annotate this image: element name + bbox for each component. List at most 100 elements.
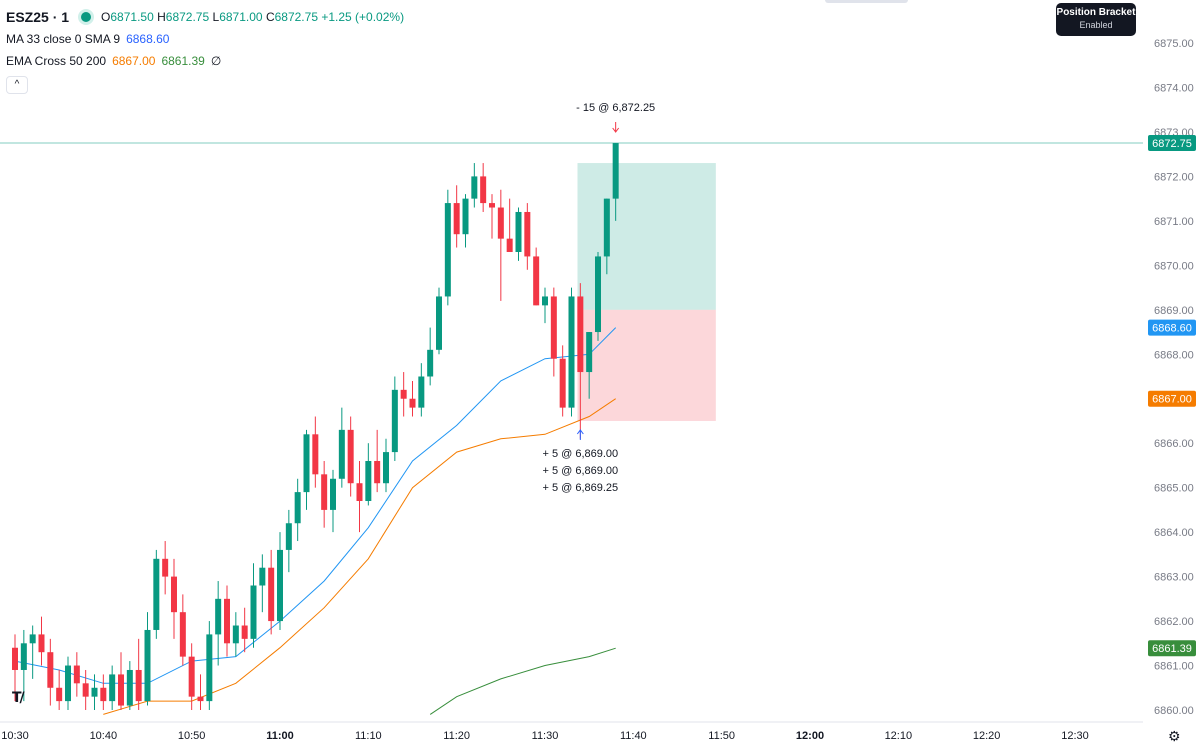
candle-body[interactable] (533, 256, 540, 306)
buy-arrow-icon[interactable] (576, 429, 584, 440)
sell-arrow-icon[interactable] (612, 122, 620, 133)
candle-body[interactable] (312, 434, 319, 475)
time-tick-label: 10:50 (178, 730, 206, 742)
symbol-title[interactable]: ESZ25 · 1 (6, 9, 70, 25)
candle-body[interactable] (171, 576, 177, 613)
candle-body[interactable] (179, 612, 186, 657)
candle-body[interactable] (215, 598, 222, 635)
candle-body[interactable] (347, 429, 354, 484)
candle-body[interactable] (153, 558, 160, 630)
candle-body[interactable] (497, 207, 504, 239)
candle-body[interactable] (568, 296, 575, 408)
candle-body[interactable] (462, 198, 469, 235)
sma9-line[interactable] (14, 327, 617, 684)
candle-body[interactable] (47, 652, 54, 688)
candle-body[interactable] (135, 669, 142, 702)
candle-body[interactable] (330, 478, 336, 510)
candle-body[interactable] (294, 492, 301, 524)
candle-body[interactable] (374, 460, 381, 484)
price-badge (1148, 390, 1196, 407)
candle-body[interactable] (436, 296, 442, 350)
ma-label: MA 33 close 0 SMA 9 (6, 32, 121, 46)
candle-body[interactable] (241, 625, 248, 639)
candle-body[interactable] (383, 452, 389, 484)
candle-body[interactable] (321, 474, 328, 510)
candle-body[interactable] (418, 376, 425, 408)
candle-body[interactable] (453, 203, 460, 235)
candle-body[interactable] (586, 332, 593, 373)
sell-order-label[interactable]: - 15 @ 6,872.25 (576, 102, 655, 114)
candle-body[interactable] (603, 198, 610, 257)
buy-order-label[interactable]: + 5 @ 6,869.25 (542, 482, 618, 494)
candle-body[interactable] (577, 296, 584, 373)
ma-indicator-row[interactable]: MA 33 close 0 SMA 9 6868.60 (6, 28, 404, 50)
ema-indicator-row[interactable]: EMA Cross 50 200 6867.00 6861.39 ∅ (6, 50, 404, 72)
candle-body[interactable] (100, 687, 107, 702)
candle-body[interactable] (73, 665, 80, 684)
collapse-legend-button[interactable]: ^ (6, 76, 28, 94)
market-status-icon[interactable] (81, 12, 92, 22)
time-tick-label: 11:50 (708, 730, 735, 742)
buy-order-label[interactable]: + 5 @ 6,869.00 (542, 465, 618, 477)
candle-body[interactable] (550, 296, 557, 359)
candle-body[interactable] (444, 203, 451, 297)
candle-body[interactable] (232, 625, 239, 644)
candle-body[interactable] (559, 358, 566, 408)
gear-icon[interactable]: ⚙ (1168, 728, 1181, 744)
price-axis[interactable]: 6875.006874.006873.006872.006871.006870.… (1148, 38, 1196, 717)
candle-body[interactable] (427, 349, 434, 377)
candle-body[interactable] (391, 389, 398, 453)
plot-area[interactable] (0, 142, 1143, 715)
candle-body[interactable] (303, 434, 310, 493)
top-drag-handle[interactable] (825, 0, 908, 3)
buy-order-label[interactable]: + 5 @ 6,869.00 (542, 448, 618, 460)
candle-body[interactable] (480, 176, 487, 204)
price-tick-label: 6872.00 (1154, 171, 1194, 183)
price-tick-label: 6871.00 (1154, 216, 1194, 228)
low-key: L (212, 10, 220, 24)
candle-body[interactable] (126, 669, 133, 706)
candle-body[interactable] (20, 643, 27, 670)
ema200-line[interactable] (429, 647, 616, 715)
candle-body[interactable] (471, 176, 478, 199)
candle-body[interactable] (365, 460, 372, 502)
candle-body[interactable] (489, 203, 495, 208)
candle-body[interactable] (29, 634, 36, 644)
candle-body[interactable] (506, 238, 513, 252)
candle-body[interactable] (224, 598, 230, 644)
candle-body[interactable] (285, 523, 292, 550)
candle-body[interactable] (197, 696, 204, 702)
position-bracket-badge[interactable]: Position Bracket Enabled (1056, 3, 1136, 36)
candle-body[interactable] (542, 296, 548, 306)
candle-body[interactable] (65, 665, 71, 702)
candle-body[interactable] (612, 143, 619, 199)
candle-body[interactable] (259, 567, 266, 586)
candle-body[interactable] (595, 256, 601, 333)
candle-body[interactable] (515, 211, 522, 252)
ema-value-50: 6867.00 (112, 54, 156, 68)
time-axis[interactable]: 10:30 10:40 10:50 11:00 11:10 11:20 11:30 11:40… (1, 730, 1089, 742)
candle-body[interactable] (277, 549, 283, 622)
candle-body[interactable] (56, 687, 63, 702)
candle-body[interactable] (356, 483, 363, 502)
ma-value: 6868.60 (126, 32, 170, 46)
candle-body[interactable] (188, 656, 195, 697)
candle-body[interactable] (338, 429, 345, 479)
tradingview-logo-icon[interactable]: T/ (12, 690, 25, 706)
candle-body[interactable] (91, 687, 98, 697)
candle-body[interactable] (144, 629, 151, 702)
candle-body[interactable] (38, 634, 45, 653)
candle-body[interactable] (400, 389, 407, 399)
candle-body[interactable] (109, 674, 116, 702)
candle-body[interactable] (162, 558, 169, 577)
candle-body[interactable] (268, 567, 275, 622)
price-tick-label: 6868.00 (1154, 349, 1194, 361)
candle-body[interactable] (12, 647, 18, 670)
candle-body[interactable] (524, 211, 531, 257)
candle-body[interactable] (250, 585, 257, 639)
candle-body[interactable] (82, 683, 89, 697)
candle-body[interactable] (118, 674, 124, 706)
candle-body[interactable] (409, 398, 416, 408)
candle-body[interactable] (206, 634, 213, 702)
